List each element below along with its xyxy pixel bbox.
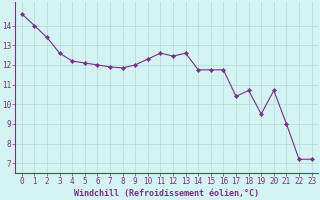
X-axis label: Windchill (Refroidissement éolien,°C): Windchill (Refroidissement éolien,°C): [74, 189, 259, 198]
